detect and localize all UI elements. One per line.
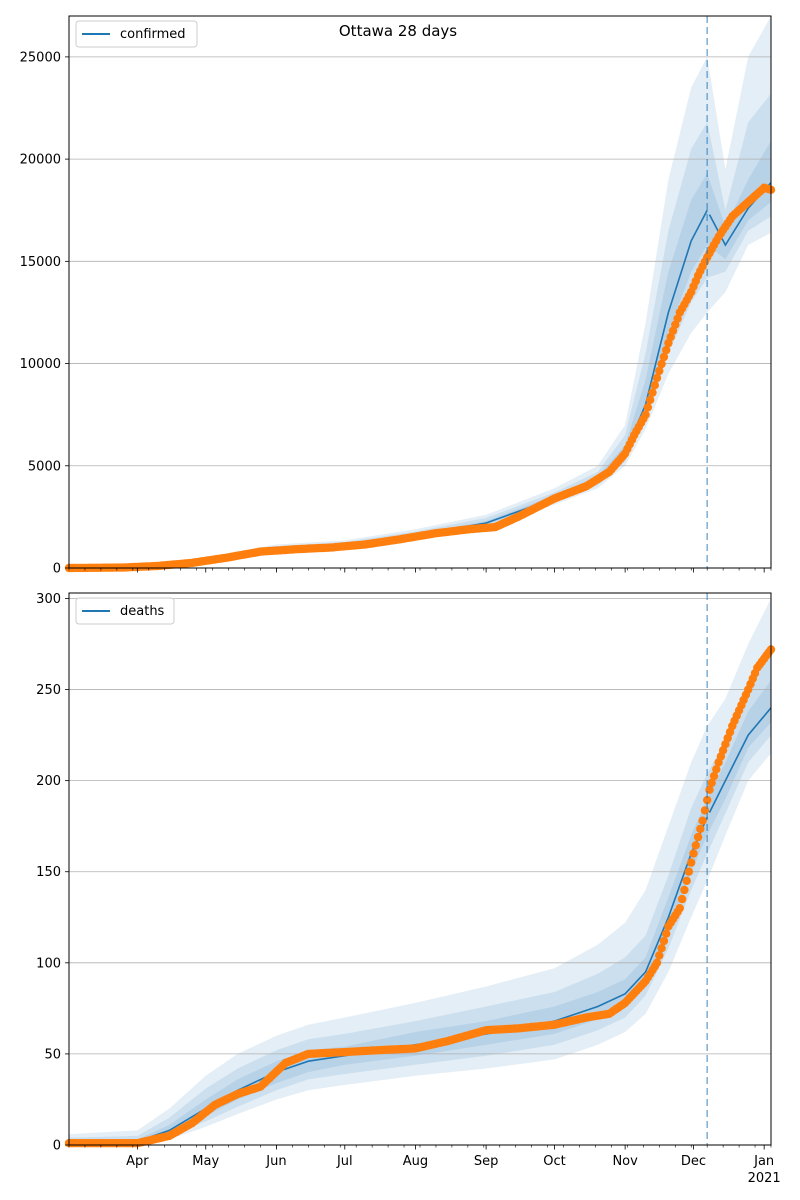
x-tick-label: May bbox=[192, 1154, 219, 1169]
observed-point bbox=[662, 929, 671, 938]
observed-point bbox=[693, 832, 703, 842]
observed-point bbox=[691, 841, 700, 850]
x-tick-label: Apr bbox=[126, 1154, 149, 1169]
y-tick-label: 200 bbox=[36, 774, 61, 789]
observed-point bbox=[648, 388, 657, 397]
observed-point bbox=[655, 951, 664, 960]
y-tick-label: 250 bbox=[36, 683, 61, 698]
observed-point bbox=[675, 904, 684, 913]
observed-point bbox=[677, 894, 687, 904]
y-tick-label: 0 bbox=[53, 562, 61, 577]
x-tick-label: Aug bbox=[403, 1154, 428, 1169]
x-tick-label: Nov bbox=[612, 1154, 638, 1169]
observed-point bbox=[687, 858, 696, 867]
observed-point bbox=[657, 944, 666, 953]
observed-point bbox=[657, 359, 666, 369]
uncertainty-band-1 bbox=[69, 653, 771, 1145]
x-tick-label: Jun bbox=[265, 1154, 286, 1169]
observed-point bbox=[643, 403, 653, 412]
x-tick-label: Dec bbox=[681, 1154, 706, 1169]
confirmed-y-axis: 0 5000 10000 15000 20000 25000 bbox=[20, 50, 69, 577]
observed-point bbox=[696, 824, 705, 834]
y-tick-label: 150 bbox=[36, 865, 61, 880]
observed-point bbox=[662, 345, 671, 355]
deaths-legend: deaths bbox=[75, 597, 175, 625]
observed-point bbox=[659, 352, 669, 362]
observed-point bbox=[703, 795, 712, 805]
figure-title: Ottawa 28 days bbox=[339, 22, 457, 40]
observed-point bbox=[652, 373, 662, 383]
observed-point bbox=[655, 366, 664, 376]
observed-point bbox=[652, 958, 662, 967]
observed-point bbox=[680, 885, 689, 895]
observed-point bbox=[689, 849, 698, 858]
legend-box bbox=[75, 20, 198, 48]
legend-box bbox=[75, 597, 175, 625]
confirmed-uncertainty-bands bbox=[69, 16, 771, 568]
x-tick-label: Jul bbox=[336, 1154, 353, 1169]
observed-point bbox=[682, 876, 691, 885]
observed-point bbox=[698, 816, 707, 825]
confirmed-x-axis bbox=[68, 568, 772, 573]
y-tick-label: 50 bbox=[44, 1047, 61, 1062]
observed-point bbox=[641, 410, 650, 419]
observed-point bbox=[712, 765, 721, 774]
x-tick-label: Sep bbox=[474, 1154, 499, 1169]
model-line-forecast bbox=[708, 707, 772, 813]
uncertainty-band-2 bbox=[69, 680, 771, 1145]
y-tick-label: 15000 bbox=[20, 255, 61, 270]
confirmed-observed-points bbox=[64, 183, 776, 573]
observed-point bbox=[684, 867, 694, 876]
x-tick-label: Jan bbox=[753, 1154, 774, 1169]
observed-point bbox=[709, 771, 719, 781]
y-tick-label: 10000 bbox=[20, 357, 61, 372]
deaths-x-axis: Apr May Jun Jul Aug Sep Oct Nov Dec Jan 2021 bbox=[68, 1145, 781, 1186]
legend-label: deaths bbox=[120, 604, 165, 619]
uncertainty-band-1 bbox=[69, 93, 771, 568]
y-tick-label: 20000 bbox=[20, 153, 61, 168]
y-tick-label: 5000 bbox=[28, 459, 61, 474]
x-tick-label: Oct bbox=[543, 1154, 565, 1169]
observed-point bbox=[646, 395, 655, 405]
observed-point bbox=[650, 381, 659, 390]
deaths-y-axis: 0 50 100 150 200 250 300 bbox=[36, 592, 69, 1154]
deaths-panel: 0 50 100 150 200 250 300 Apr May Jun Jul Aug Sep Oct… bbox=[36, 592, 781, 1186]
legend-label: confirmed bbox=[120, 27, 186, 42]
observed-point bbox=[659, 936, 669, 946]
y-tick-label: 25000 bbox=[20, 50, 61, 65]
confirmed-panel: 0 5000 10000 15000 20000 25000 confirmed bbox=[20, 15, 776, 577]
y-tick-label: 300 bbox=[36, 592, 61, 607]
x-tick-sublabel: 2021 bbox=[748, 1171, 781, 1186]
confirmed-legend: confirmed bbox=[75, 20, 198, 48]
observed-point bbox=[707, 778, 716, 788]
uncertainty-band-0 bbox=[69, 598, 771, 1145]
y-tick-label: 100 bbox=[36, 956, 61, 971]
uncertainty-band-0 bbox=[69, 16, 771, 568]
deaths-uncertainty-bands bbox=[69, 598, 771, 1145]
y-tick-label: 0 bbox=[53, 1139, 61, 1154]
